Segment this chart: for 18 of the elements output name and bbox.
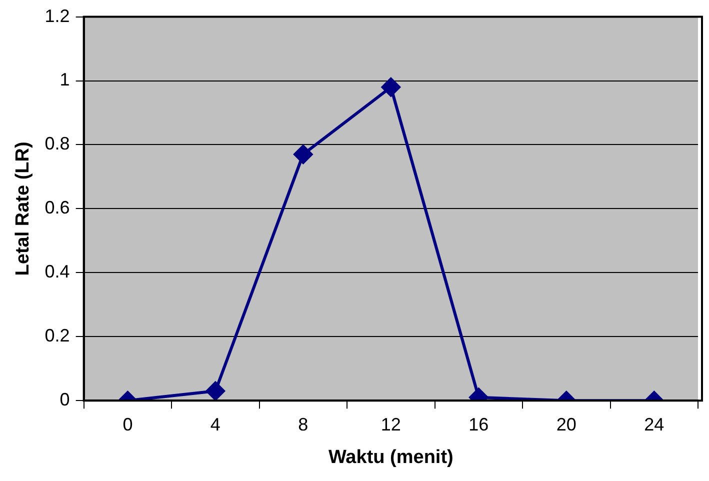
x-tick-label: 12 <box>380 414 401 434</box>
x-tick-label: 4 <box>210 414 220 434</box>
y-tick-label: 0.6 <box>44 198 70 218</box>
y-tick-label: 0.4 <box>44 262 70 282</box>
point <box>294 144 313 164</box>
y-tick-label: 0.8 <box>44 134 70 154</box>
x-tick-label: 24 <box>644 414 664 434</box>
x-tick-label: 8 <box>298 414 308 434</box>
x-tick-label: 0 <box>122 414 133 434</box>
y-axis-title: Letal Rate (LR) <box>12 142 34 276</box>
x-axis-title: Waktu (menit) <box>328 446 454 468</box>
y-tick-label: 1 <box>60 70 70 90</box>
y-tick-label: 0 <box>60 390 70 410</box>
point <box>381 78 400 97</box>
y-tick-label: 1.2 <box>44 6 70 26</box>
y-tick-label: 0.2 <box>44 326 70 346</box>
x-tick-label: 16 <box>468 414 489 434</box>
x-tick-label: 20 <box>556 414 576 434</box>
